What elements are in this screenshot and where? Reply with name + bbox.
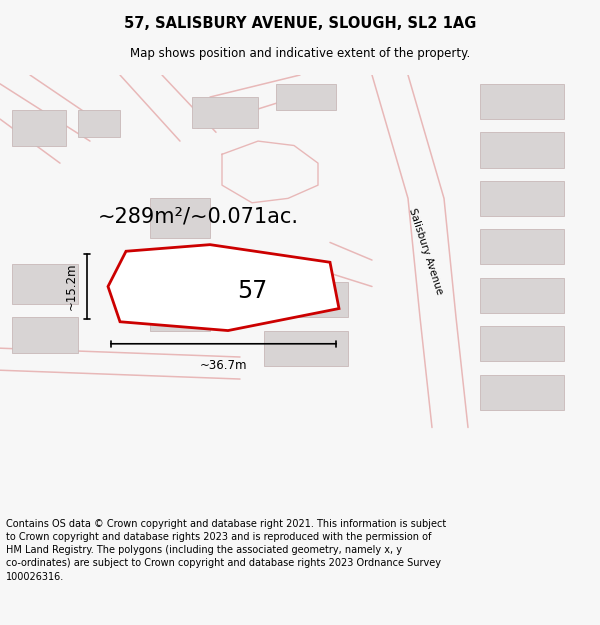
Text: 57: 57: [237, 279, 267, 303]
Polygon shape: [264, 331, 348, 366]
Polygon shape: [12, 110, 66, 146]
Polygon shape: [12, 318, 78, 352]
Polygon shape: [192, 97, 258, 128]
Polygon shape: [12, 264, 78, 304]
Polygon shape: [480, 374, 564, 410]
Polygon shape: [480, 278, 564, 313]
Text: Salisbury Avenue: Salisbury Avenue: [407, 207, 445, 296]
Text: ~289m²/~0.071ac.: ~289m²/~0.071ac.: [97, 206, 299, 226]
Text: Map shows position and indicative extent of the property.: Map shows position and indicative extent…: [130, 48, 470, 61]
Polygon shape: [276, 84, 336, 110]
Polygon shape: [480, 84, 564, 119]
Polygon shape: [78, 110, 120, 137]
Polygon shape: [150, 198, 210, 238]
Polygon shape: [480, 132, 564, 168]
Text: ~36.7m: ~36.7m: [200, 359, 247, 372]
Polygon shape: [108, 244, 339, 331]
Polygon shape: [150, 251, 210, 286]
Polygon shape: [480, 326, 564, 361]
Text: ~15.2m: ~15.2m: [65, 262, 78, 310]
Polygon shape: [480, 181, 564, 216]
Polygon shape: [480, 229, 564, 264]
Text: 57, SALISBURY AVENUE, SLOUGH, SL2 1AG: 57, SALISBURY AVENUE, SLOUGH, SL2 1AG: [124, 16, 476, 31]
Polygon shape: [264, 282, 348, 318]
Text: Contains OS data © Crown copyright and database right 2021. This information is : Contains OS data © Crown copyright and d…: [6, 519, 446, 581]
Polygon shape: [150, 296, 210, 331]
